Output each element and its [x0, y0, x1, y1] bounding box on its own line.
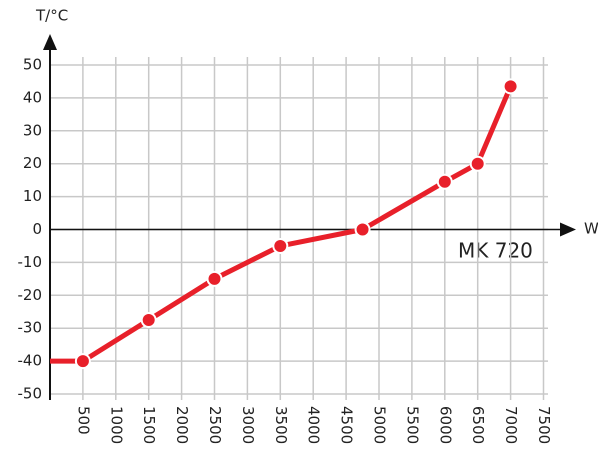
point [74, 353, 91, 370]
point [354, 221, 371, 238]
x-axis-arrow [560, 222, 576, 237]
y-axis-label: T/°C [35, 7, 68, 25]
point [502, 78, 519, 95]
point [206, 270, 223, 287]
x-tick-label: 4500 [338, 406, 356, 444]
y-tick-label: 20 [23, 154, 42, 172]
x-tick-label: 2000 [173, 406, 191, 444]
x-tick-label: 3000 [239, 406, 257, 444]
x-tick-label: 5000 [371, 406, 389, 444]
y-tick-label: 50 [23, 56, 42, 74]
annotation: MK 720 [458, 239, 533, 263]
x-tick-label: 3500 [272, 406, 290, 444]
x-tick-label: 6500 [469, 406, 487, 444]
x-axis-label: W [584, 220, 598, 238]
y-axis-arrow [43, 34, 57, 50]
point [140, 311, 157, 328]
point [436, 173, 453, 190]
y-tick-label: 40 [23, 88, 42, 106]
x-tick-label: 2500 [206, 406, 224, 444]
x-tick-label: 4000 [305, 406, 323, 444]
y-tick-label: 0 [32, 220, 42, 238]
x-tick-label: 7000 [502, 406, 520, 444]
x-tick-label: 1000 [107, 406, 125, 444]
x-tick-label: 500 [74, 406, 92, 435]
y-tick-label: -20 [18, 286, 43, 304]
point [469, 155, 486, 172]
x-tick-label: 1500 [140, 406, 158, 444]
y-tick-label: -10 [18, 253, 43, 271]
x-tick-label: 5500 [403, 406, 421, 444]
y-tick-label: -50 [18, 385, 43, 403]
x-tick-label: 7500 [535, 406, 553, 444]
y-tick-label: -40 [18, 352, 43, 370]
x-tick-label: 6000 [436, 406, 454, 444]
y-tick-label: 10 [23, 187, 42, 205]
y-tick-label: 30 [23, 121, 42, 139]
point [272, 237, 289, 254]
y-tick-label: -30 [18, 319, 43, 337]
